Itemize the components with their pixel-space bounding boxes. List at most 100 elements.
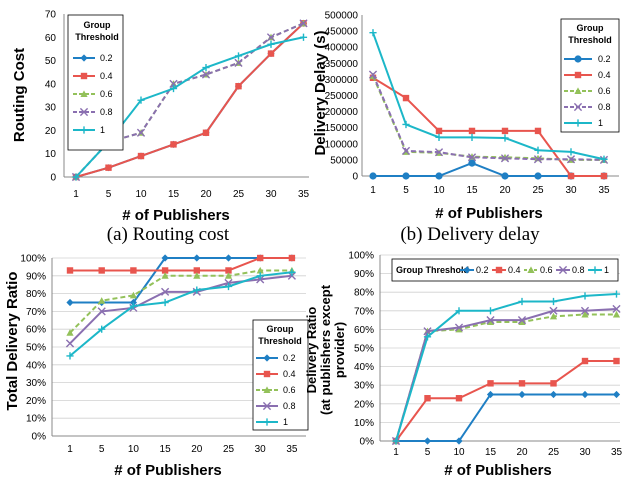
y-tick-label: 500000: [325, 11, 359, 22]
legend-marker: [495, 266, 503, 274]
legend-box: [67, 14, 124, 151]
data-point: [202, 63, 210, 72]
x-tick-label: 25: [532, 185, 544, 196]
legend-label: 0.4: [283, 369, 296, 379]
data-point: [434, 148, 444, 157]
y-tick-label: 100000: [325, 139, 359, 150]
data-point: [392, 437, 400, 445]
legend-label: 1: [598, 118, 603, 128]
legend-title: Group: [84, 20, 111, 30]
data-point: [161, 272, 169, 279]
data-point: [467, 153, 477, 162]
y-axis-title-line: (at publishers except: [318, 284, 333, 415]
x-tick-label: 1: [393, 447, 399, 458]
y-tick-label: 40%: [26, 360, 46, 371]
legend-label: 0.2: [598, 54, 611, 64]
series-line: [70, 257, 292, 304]
data-point: [581, 390, 589, 399]
data-point: [169, 84, 178, 93]
data-point: [423, 333, 432, 341]
data-point: [518, 318, 526, 325]
legend-title: Group: [577, 23, 604, 33]
data-point: [402, 172, 410, 180]
series-line: [372, 32, 605, 161]
data-point: [72, 173, 80, 181]
data-point: [402, 94, 410, 102]
y-tick-label: 60%: [26, 325, 46, 336]
legend-marker: [558, 265, 568, 275]
chart-3: 0%10%20%30%40%50%60%70%80%90%100%1 5 10 15 2…: [4, 254, 309, 479]
data-point: [299, 33, 308, 41]
legend-label: 0.2: [100, 53, 113, 63]
y-tick-label: 0: [50, 173, 56, 184]
series-1: [369, 29, 608, 163]
chart-caption: (a) Routing cost: [107, 224, 230, 245]
data-point: [224, 282, 233, 291]
legend-label: 0.8: [572, 265, 585, 275]
x-tick-label: 1: [73, 189, 79, 200]
y-tick-label: 30: [45, 103, 57, 114]
legend-marker: [263, 370, 271, 378]
data-point: [486, 390, 495, 399]
data-point: [567, 148, 575, 156]
series-0.4: [66, 254, 296, 274]
legend-title: Group: [267, 324, 294, 334]
data-point: [224, 272, 233, 279]
legend-title: Threshold: [258, 336, 302, 346]
legend: Group Threshold 0.2 0.4 0.6 0.8 1: [391, 258, 619, 282]
data-point: [193, 267, 200, 274]
x-tick-label: 10: [433, 185, 445, 196]
y-tick-label: 10: [45, 149, 57, 160]
x-tick-label: 35: [298, 189, 310, 200]
data-point: [612, 390, 621, 399]
y-tick-label: 80%: [26, 289, 46, 300]
series-line: [373, 162, 604, 177]
y-tick-label: 10%: [26, 414, 46, 425]
data-point: [130, 267, 137, 274]
data-point: [267, 40, 275, 48]
data-point: [550, 380, 557, 387]
series-1: [392, 290, 621, 445]
x-tick-label: 15: [168, 189, 180, 200]
data-point: [161, 287, 170, 296]
data-point: [98, 325, 106, 333]
y-tick-label: 80%: [354, 288, 374, 299]
y-axis-title-line: provider): [332, 322, 347, 378]
legend-label: 0.6: [540, 265, 553, 275]
data-point: [105, 164, 112, 171]
y-tick-label: 50%: [26, 343, 46, 354]
data-point: [97, 307, 106, 316]
x-tick-label: 15: [466, 185, 478, 196]
data-point: [501, 134, 509, 142]
data-point: [401, 146, 411, 155]
legend: Group Threshold 0.2 0.4 0.6 0.8 1: [67, 14, 124, 151]
data-point: [98, 267, 105, 274]
x-tick-label: 30: [265, 189, 277, 200]
legend-marker: [80, 90, 88, 97]
data-point: [518, 390, 526, 399]
y-tick-label: 60: [45, 33, 57, 44]
data-point: [161, 298, 169, 307]
legend-marker: [80, 126, 88, 134]
y-tick-label: 70%: [354, 306, 374, 317]
data-point: [454, 323, 464, 332]
legend-marker: [574, 119, 582, 127]
x-tick-label: 30: [255, 444, 267, 455]
data-point: [65, 339, 75, 348]
data-point: [299, 19, 308, 28]
y-tick-label: 10%: [354, 418, 374, 429]
legend-title: Threshold: [75, 32, 119, 42]
y-tick-label: 30%: [26, 378, 46, 389]
data-point: [549, 297, 558, 306]
y-tick-label: 90%: [26, 271, 46, 282]
data-point: [170, 141, 177, 148]
data-point: [66, 298, 74, 307]
y-tick-label: 30%: [354, 381, 374, 392]
legend: Group Threshold 0.2 0.4 0.6 0.8 1: [560, 18, 620, 133]
data-point: [129, 302, 137, 310]
data-point: [486, 307, 495, 315]
data-point: [455, 395, 463, 402]
x-tick-label: 20: [516, 447, 528, 458]
data-point: [424, 395, 431, 402]
